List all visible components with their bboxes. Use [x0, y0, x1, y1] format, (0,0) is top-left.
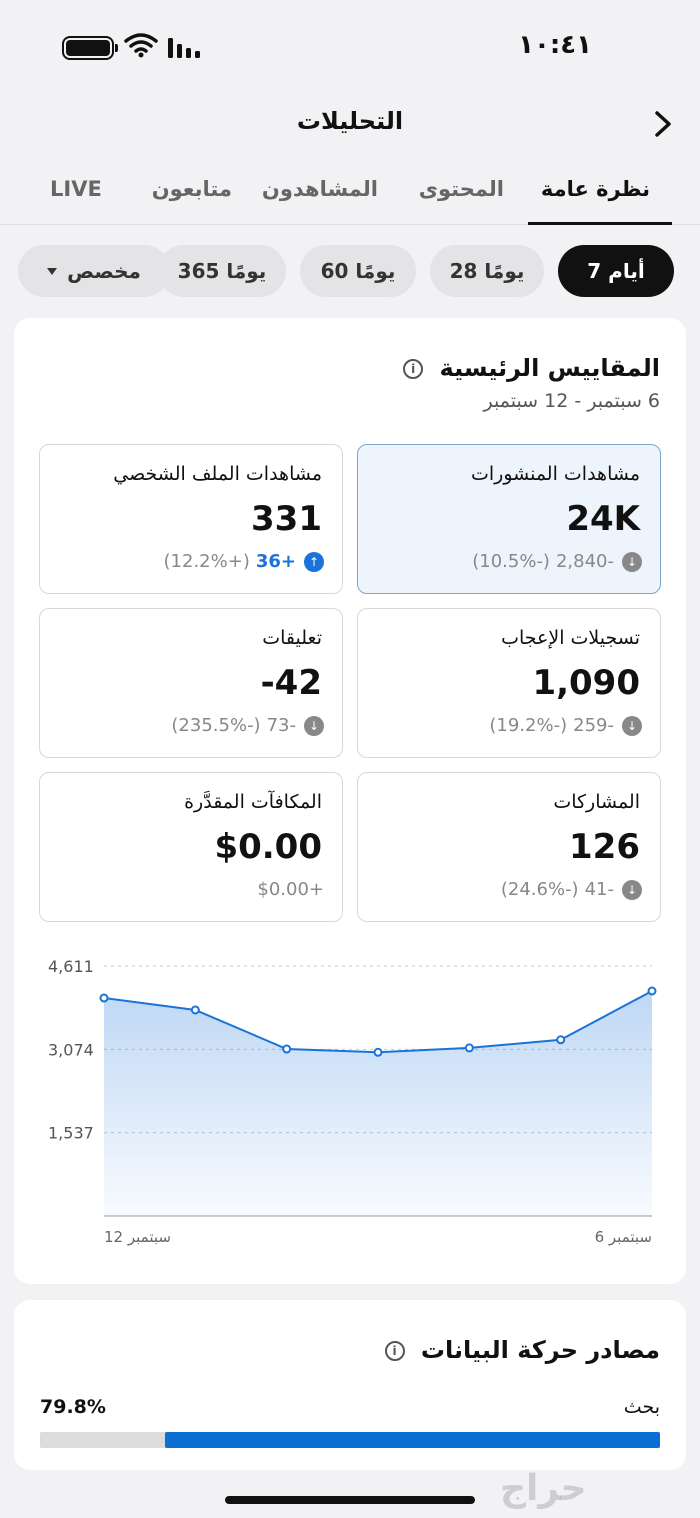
post-views-chart: 4,611 3,074 1,537 سبتمبر 6 سبتمبر 12 [48, 957, 657, 1246]
back-chevron-icon[interactable] [648, 109, 678, 139]
metric-post-views[interactable]: مشاهدات المنشورات 24K ↓ -2,840 (-10.5%) [357, 444, 661, 594]
traffic-source-bar-fill [165, 1432, 660, 1448]
metric-change: ↓ -259 (-19.2%) [489, 715, 642, 736]
chart-data-point[interactable] [647, 986, 657, 996]
page-title: التحليلات [296, 107, 404, 135]
caret-down-icon [47, 267, 58, 275]
tab-bar: نظرة عامة المحتوى المشاهدون متابعون LIVE [0, 165, 700, 225]
app-header: التحليلات [0, 95, 700, 155]
metric-delta: +$0.00 [257, 879, 324, 900]
info-icon[interactable]: i [403, 359, 424, 379]
metric-delta: -41 [584, 879, 614, 900]
key-metrics-title: المقاييس الرئيسية i [403, 354, 660, 382]
chart-area-fill [104, 990, 652, 1216]
metric-percent: (-19.2%) [489, 715, 568, 736]
key-metrics-title-text: المقاييس الرئيسية [439, 354, 660, 382]
chip-7-days[interactable]: 7 أيام [558, 245, 674, 297]
arrow-down-icon: ↓ [622, 551, 642, 572]
traffic-source-bar [40, 1432, 660, 1448]
chart-y-tick-label: 1,537 [48, 1124, 94, 1143]
metric-profile-views[interactable]: مشاهدات الملف الشخصي 331 ↑ +36 (+12.2%) [39, 444, 343, 594]
chart-data-point[interactable] [464, 1043, 474, 1053]
chip-28-days[interactable]: 28 يومًا [430, 245, 544, 297]
chart-x-tick-label: سبتمبر 12 [104, 1228, 171, 1246]
chart-data-point[interactable] [282, 1044, 292, 1054]
metric-change: ↑ +36 (+12.2%) [164, 551, 324, 572]
traffic-sources-title: مصادر حركة البيانات i [384, 1336, 660, 1364]
chip-custom[interactable]: مخصص [18, 245, 170, 297]
metric-delta: +36 [255, 551, 296, 572]
tab-audience[interactable]: المشاهدون [261, 177, 378, 201]
battery-icon [62, 36, 118, 60]
metric-change: ↓ -2,840 (-10.5%) [472, 551, 642, 572]
tab-live[interactable]: LIVE [50, 177, 102, 201]
metric-label: تسجيلات الإعجاب [501, 627, 640, 649]
traffic-source-value: 79.8% [40, 1396, 106, 1418]
chart-data-point[interactable] [99, 993, 109, 1003]
metric-delta: -73 [266, 715, 296, 736]
chip-custom-label: مخصص [67, 259, 141, 283]
traffic-source-label: بحث [623, 1396, 660, 1418]
watermark-logo: حراج [500, 1468, 587, 1509]
chart-x-tick-label: سبتمبر 6 [595, 1228, 652, 1246]
metric-change: ↓ -41 (-24.6%) [501, 879, 642, 900]
metric-change: +$0.00 [257, 879, 324, 900]
date-range-chips: 7 أيام 28 يومًا 60 يومًا 365 يومًا مخصص [0, 245, 700, 297]
metric-label: تعليقات [262, 627, 322, 649]
metric-value: -42 [260, 663, 322, 703]
chip-365-days[interactable]: 365 يومًا [158, 245, 286, 297]
metric-delta: -2,840 [555, 551, 614, 572]
metric-likes[interactable]: تسجيلات الإعجاب 1,090 ↓ -259 (-19.2%) [357, 608, 661, 758]
home-indicator[interactable] [225, 1496, 475, 1504]
chart-data-point[interactable] [190, 1005, 200, 1015]
signal-icon [168, 38, 200, 58]
metric-percent: (-24.6%) [500, 879, 579, 900]
traffic-sources-card: مصادر حركة البيانات i بحث 79.8% [14, 1300, 686, 1470]
active-tab-indicator [528, 222, 672, 225]
metric-change: ↓ -73 (-235.5%) [171, 715, 324, 736]
metric-percent: (+12.2%) [163, 551, 250, 572]
metric-shares[interactable]: المشاركات 126 ↓ -41 (-24.6%) [357, 772, 661, 922]
metric-percent: (-235.5%) [171, 715, 261, 736]
metric-percent: (-10.5%) [472, 551, 550, 572]
metric-value: $0.00 [214, 827, 322, 867]
status-time: ١٠:٤١ [518, 30, 592, 60]
arrow-down-icon: ↓ [622, 715, 642, 736]
metric-label: المشاركات [553, 791, 640, 813]
chart-data-point[interactable] [373, 1047, 383, 1057]
chart-y-tick-label: 4,611 [48, 957, 94, 976]
metric-value: 331 [251, 499, 322, 539]
arrow-down-icon: ↓ [304, 715, 324, 736]
traffic-sources-title-text: مصادر حركة البيانات [420, 1336, 660, 1364]
metric-label: مشاهدات الملف الشخصي [113, 463, 322, 485]
date-range-label: 6 سبتمبر - 12 سبتمبر [483, 390, 660, 412]
metric-value: 24K [566, 499, 640, 539]
arrow-up-icon: ↑ [304, 551, 324, 572]
arrow-down-icon: ↓ [622, 879, 642, 900]
metric-value: 1,090 [532, 663, 640, 703]
tab-overview[interactable]: نظرة عامة [540, 177, 650, 201]
chip-60-days[interactable]: 60 يومًا [300, 245, 416, 297]
metric-value: 126 [569, 827, 640, 867]
status-bar: ١٠:٤١ [0, 0, 700, 90]
metric-estimated-rewards[interactable]: المكافآت المقدَّرة $0.00 +$0.00 [39, 772, 343, 922]
tab-followers[interactable]: متابعون [151, 177, 232, 201]
tab-content[interactable]: المحتوى [418, 177, 504, 201]
chart-y-tick-label: 3,074 [48, 1040, 94, 1059]
metric-delta: -259 [573, 715, 614, 736]
metric-label: مشاهدات المنشورات [470, 463, 640, 485]
info-icon[interactable]: i [384, 1341, 405, 1361]
chart-data-point[interactable] [556, 1035, 566, 1045]
metric-comments[interactable]: تعليقات -42 ↓ -73 (-235.5%) [39, 608, 343, 758]
wifi-icon [124, 33, 158, 58]
metric-label: المكافآت المقدَّرة [184, 791, 322, 813]
